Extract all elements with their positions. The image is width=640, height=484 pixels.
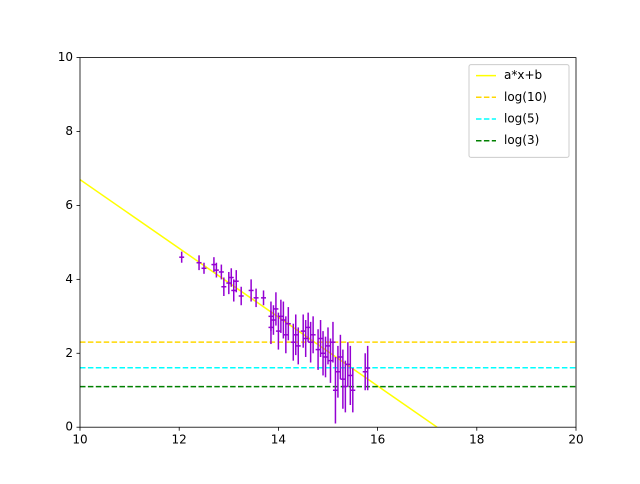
- plot-area: [80, 178, 576, 428]
- y-tick-label: 4: [65, 272, 73, 286]
- y-tick-label: 6: [65, 198, 73, 212]
- legend-label: log(5): [504, 112, 539, 126]
- x-tick-label: 16: [370, 433, 385, 447]
- legend-label: a*x+b: [504, 68, 542, 82]
- x-tick-label: 20: [568, 433, 583, 447]
- legend-label: log(3): [504, 133, 539, 147]
- y-tick-label: 8: [65, 124, 73, 138]
- y-tick-label: 0: [65, 420, 73, 434]
- x-tick-label: 14: [271, 433, 286, 447]
- legend-label: log(10): [504, 90, 547, 104]
- x-tick-label: 12: [172, 433, 187, 447]
- y-tick-label: 10: [58, 50, 73, 64]
- axes-frame: [79, 57, 577, 428]
- y-tick-label: 2: [65, 346, 73, 360]
- x-tick-label: 18: [469, 433, 484, 447]
- legend-box: [468, 64, 570, 158]
- x-tick-label: 10: [72, 433, 87, 447]
- legend: a*x+b log(10) log(5) log(3): [468, 64, 570, 158]
